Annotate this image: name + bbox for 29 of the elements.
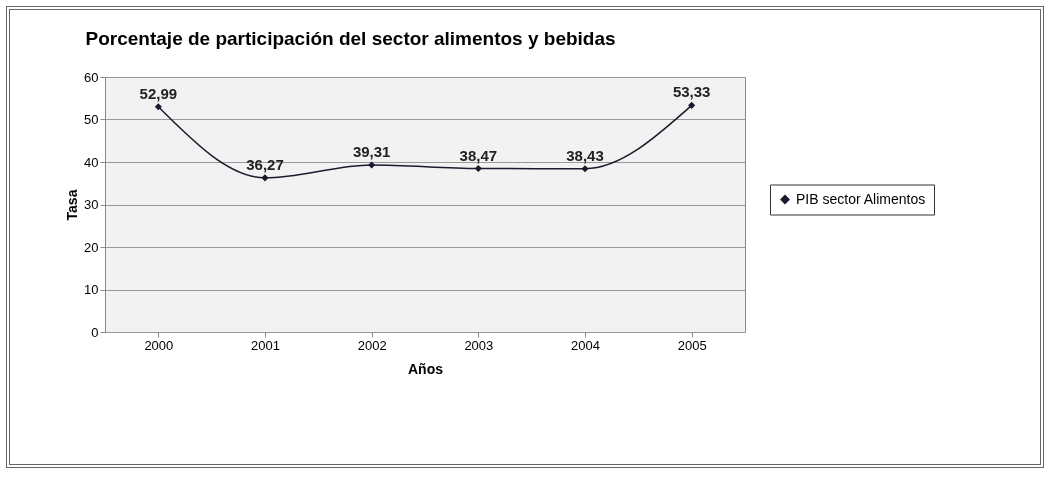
data-label: 52,99 [139, 84, 178, 102]
x-tick-label: 2002 [357, 337, 387, 353]
point [261, 174, 269, 182]
x-tick-label: 2004 [571, 337, 600, 353]
x-axis-title: Años [408, 360, 444, 377]
y-tick-label: 40 [84, 154, 99, 170]
chart-title: Porcentaje de participación del sector alimentos y bebidas [85, 28, 616, 49]
point [474, 164, 482, 173]
y-tick-label: 60 [84, 69, 99, 85]
point [688, 101, 696, 109]
x-tick-label: 2005 [677, 337, 707, 353]
y-tick-label: 30 [84, 197, 99, 212]
point [154, 103, 162, 111]
point [581, 165, 589, 173]
data-label: 38,47 [459, 146, 498, 164]
y-axis-title: Tasa [64, 189, 81, 221]
y-tick-label: 20 [84, 239, 99, 255]
data-label: 36,27 [246, 155, 284, 173]
data-label: 53,33 [672, 83, 711, 101]
data-label: 38,43 [566, 146, 604, 164]
y-tick-label: 10 [84, 282, 99, 297]
point [368, 161, 376, 169]
x-tick-label: 2001 [251, 337, 280, 353]
legend-label: PIB sector Alimentos [796, 190, 926, 207]
y-tick-label: 0 [91, 324, 99, 340]
x-tick-label: 2000 [144, 337, 174, 353]
data-label: 39,31 [352, 142, 391, 160]
x-tick-label: 2003 [464, 337, 494, 353]
y-tick-label: 50 [84, 112, 99, 127]
